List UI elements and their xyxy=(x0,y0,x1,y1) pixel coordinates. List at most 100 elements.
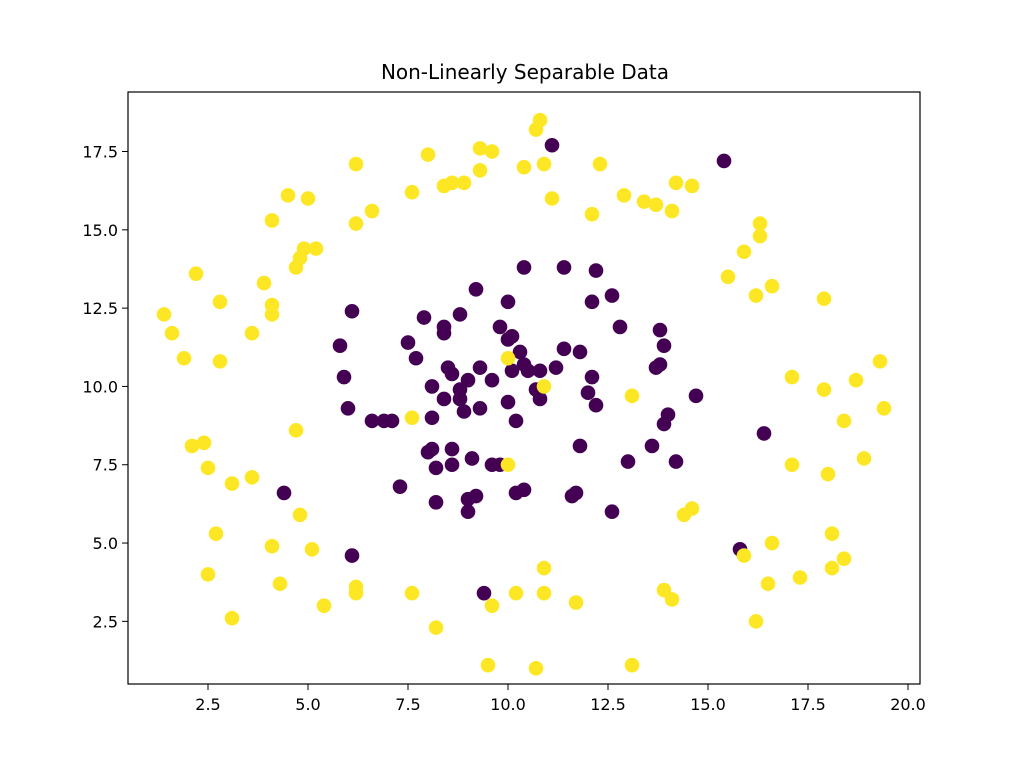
data-point xyxy=(424,441,440,457)
points-layer xyxy=(156,112,892,676)
data-point xyxy=(408,350,424,366)
data-point xyxy=(264,213,280,228)
data-point xyxy=(208,526,224,541)
data-point xyxy=(572,438,588,454)
data-point xyxy=(456,175,472,191)
data-point xyxy=(436,391,452,407)
data-point xyxy=(456,404,472,419)
data-point xyxy=(176,350,192,366)
data-point xyxy=(500,332,516,347)
data-point xyxy=(188,266,204,281)
data-point xyxy=(280,188,296,203)
series-class-1 xyxy=(156,112,892,676)
data-point xyxy=(428,495,444,510)
data-point xyxy=(364,413,380,429)
data-point xyxy=(500,457,516,473)
data-point xyxy=(480,657,496,673)
data-point xyxy=(492,319,508,335)
data-point xyxy=(292,507,308,523)
y-tick-label: 7.5 xyxy=(93,456,118,475)
data-point xyxy=(424,379,440,394)
data-point xyxy=(288,422,304,438)
data-point xyxy=(304,542,320,557)
data-point xyxy=(444,441,460,457)
data-point xyxy=(444,366,460,382)
data-point xyxy=(264,307,280,322)
data-point xyxy=(848,372,864,388)
data-point xyxy=(604,504,620,520)
data-point xyxy=(568,595,584,610)
data-point xyxy=(476,585,492,601)
data-point xyxy=(504,363,520,379)
data-point xyxy=(436,178,452,194)
data-point xyxy=(452,307,468,322)
data-point xyxy=(536,156,552,172)
x-tick-label: 5.0 xyxy=(295,695,320,714)
data-point xyxy=(484,372,500,388)
data-point xyxy=(792,570,808,585)
data-point xyxy=(428,460,444,476)
data-point xyxy=(752,228,768,244)
data-point xyxy=(664,592,680,607)
data-point xyxy=(580,385,596,400)
data-point xyxy=(500,350,516,366)
data-point xyxy=(760,576,776,592)
data-point xyxy=(348,156,364,172)
data-point xyxy=(784,369,800,385)
data-point xyxy=(604,288,620,303)
data-point xyxy=(156,307,172,322)
data-point xyxy=(652,322,668,338)
data-point xyxy=(676,507,692,523)
data-point xyxy=(472,163,488,178)
data-point xyxy=(748,288,764,303)
data-point xyxy=(484,144,500,159)
data-point xyxy=(484,598,500,613)
data-point xyxy=(532,363,548,379)
data-point xyxy=(816,291,832,307)
data-point xyxy=(836,413,852,429)
data-point xyxy=(644,438,660,454)
data-point xyxy=(664,203,680,219)
data-point xyxy=(748,614,764,629)
data-point xyxy=(624,657,640,673)
data-point xyxy=(564,488,580,504)
data-point xyxy=(444,457,460,473)
data-point xyxy=(536,560,552,576)
data-point xyxy=(316,598,332,613)
data-point xyxy=(752,216,768,231)
x-tick-label: 2.5 xyxy=(195,695,220,714)
data-point xyxy=(184,438,200,454)
data-point xyxy=(428,620,444,635)
data-point xyxy=(736,548,752,563)
data-point xyxy=(196,435,212,451)
data-point xyxy=(244,469,260,485)
data-point xyxy=(516,159,532,175)
data-point xyxy=(688,388,704,404)
data-point xyxy=(472,401,488,416)
data-point xyxy=(720,269,736,285)
data-point xyxy=(272,576,288,592)
x-tick-label: 10.0 xyxy=(490,695,526,714)
data-point xyxy=(648,197,664,213)
x-tick-label: 17.5 xyxy=(790,695,826,714)
data-point xyxy=(424,410,440,426)
data-point xyxy=(824,560,840,576)
data-point xyxy=(588,263,604,278)
data-point xyxy=(516,260,532,275)
data-point xyxy=(300,191,316,206)
data-point xyxy=(224,476,240,491)
data-point xyxy=(816,382,832,397)
data-point xyxy=(544,137,560,153)
x-tick-label: 20.0 xyxy=(890,695,926,714)
data-point xyxy=(536,585,552,601)
data-point xyxy=(520,363,536,379)
data-point xyxy=(308,241,324,256)
data-point xyxy=(636,194,652,209)
data-point xyxy=(348,585,364,601)
plot-frame xyxy=(127,91,921,685)
data-point xyxy=(584,206,600,222)
data-point xyxy=(872,354,888,369)
data-point xyxy=(472,360,488,375)
